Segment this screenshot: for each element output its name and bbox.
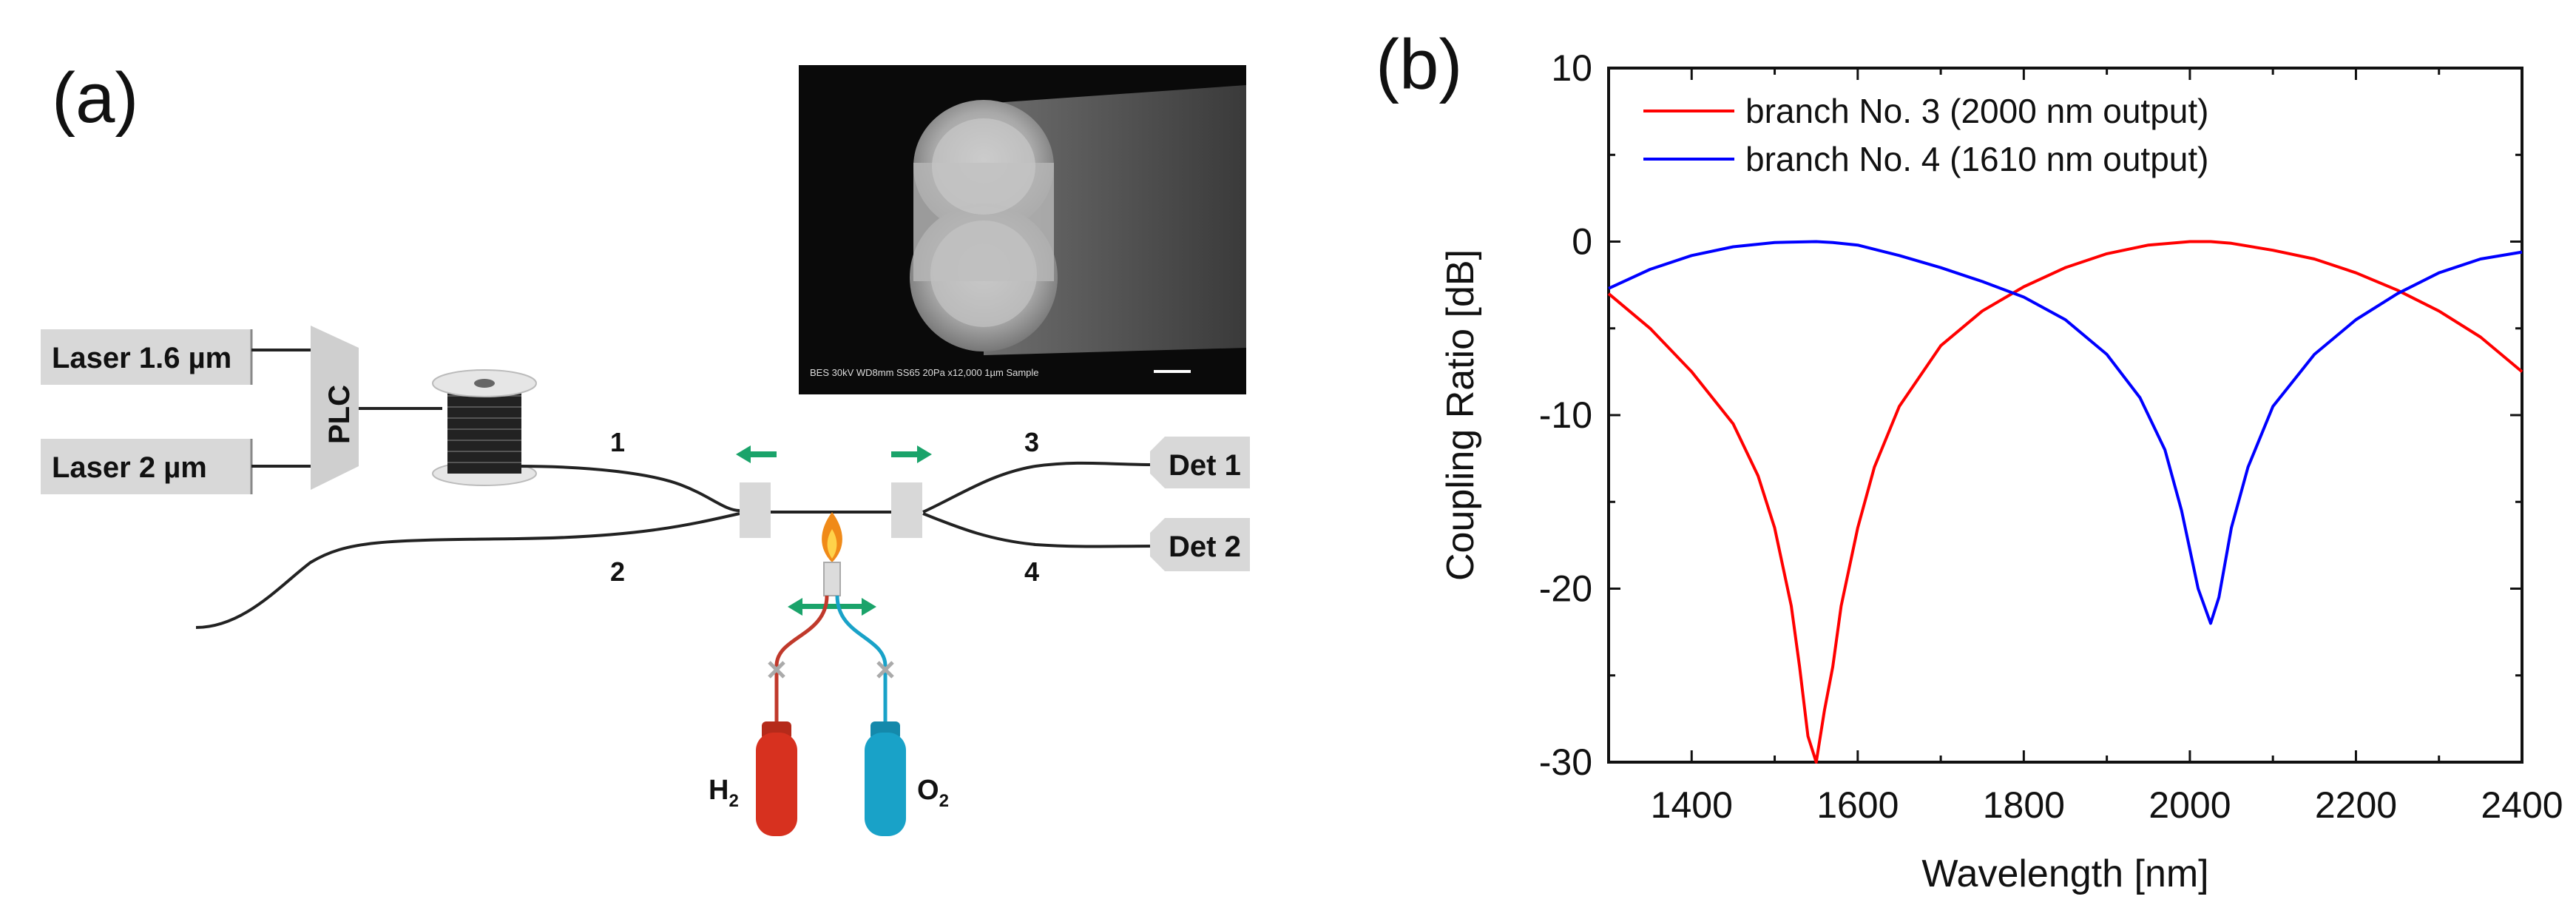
series-line-2: [1608, 240, 2523, 625]
axis-ticks: 1400 1600 1800 2000 2200 2400 10 0 -10 -20 -30: [1539, 47, 2563, 826]
h2-tank: [756, 721, 797, 836]
torch-nozzle: [823, 562, 841, 596]
gas-valves: [768, 661, 894, 679]
x-tick-label: 1600: [1816, 784, 1899, 826]
detector-2-label: Det 2: [1169, 531, 1241, 563]
plc-combiner: PLC: [311, 326, 359, 490]
fiber-spool: [432, 369, 537, 486]
fiber-paths: [195, 461, 1155, 629]
right-clamp: [891, 482, 922, 538]
x-tick-label: 1400: [1651, 784, 1733, 826]
series-layer: [1607, 240, 2523, 764]
y-axis-title: Coupling Ratio [dB]: [1439, 249, 1482, 581]
gas-lines: [774, 595, 888, 721]
legend: branch No. 3 (2000 nm output) branch No. …: [1643, 92, 2208, 178]
port-2-label: 2: [610, 556, 625, 587]
scale-bar: [1154, 370, 1191, 373]
y-tick-label: -30: [1539, 741, 1592, 783]
sem-inset-image: BES 30kV WD8mm SS65 20Pa x12,000 1µm Sam…: [799, 65, 1246, 394]
torch-move-arrow: [788, 598, 876, 616]
port-3-label: 3: [1024, 427, 1039, 457]
laser-1-box: Laser 1.6 µm: [41, 329, 253, 385]
x-tick-label: 2000: [2149, 784, 2231, 826]
sem-caption: BES 30kV WD8mm SS65 20Pa x12,000 1µm Sam…: [810, 367, 1039, 378]
panel-a-label: (a): [52, 58, 138, 138]
coupling-ratio-chart: 1400 1600 1800 2000 2200 2400 10 0 -10 -20 -30 bra…: [1439, 47, 2563, 895]
panel-b-label: (b): [1376, 25, 1462, 104]
x-axis-title: Wavelength [nm]: [1921, 852, 2208, 895]
x-tick-label: 1800: [1983, 784, 2065, 826]
legend-entry-1: branch No. 3 (2000 nm output): [1745, 92, 2208, 130]
legend-entry-2: branch No. 4 (1610 nm output): [1745, 140, 2208, 178]
series-line-1: [1607, 240, 2523, 764]
detector-1: Det 1: [1150, 437, 1250, 488]
y-tick-label: -10: [1539, 394, 1592, 436]
laser-1-label: Laser 1.6 µm: [52, 342, 231, 374]
port-1-label: 1: [610, 427, 625, 457]
h2-label: H2: [709, 775, 739, 811]
plc-label: PLC: [323, 385, 356, 444]
o2-tank: [865, 721, 906, 836]
flame-icon: [822, 512, 842, 562]
pull-arrow-left: [736, 445, 777, 463]
y-tick-label: 0: [1572, 221, 1592, 263]
o2-label: O2: [917, 775, 949, 811]
port-4-label: 4: [1024, 556, 1039, 587]
laser-2-label: Laser 2 µm: [52, 451, 207, 484]
laser-2-box: Laser 2 µm: [41, 439, 253, 494]
x-tick-label: 2200: [2315, 784, 2397, 826]
left-clamp: [740, 482, 771, 538]
y-tick-label: 10: [1551, 47, 1592, 89]
detector-2: Det 2: [1150, 518, 1250, 571]
y-tick-label: -20: [1539, 568, 1592, 610]
pull-arrow-right: [891, 445, 932, 463]
detector-1-label: Det 1: [1169, 449, 1241, 482]
x-tick-label: 2400: [2481, 784, 2563, 826]
